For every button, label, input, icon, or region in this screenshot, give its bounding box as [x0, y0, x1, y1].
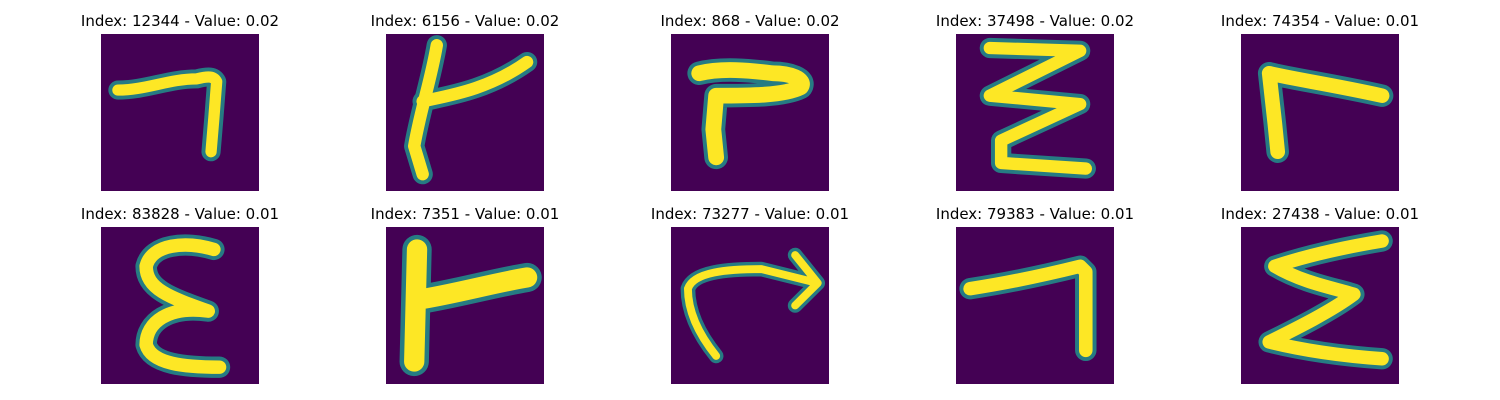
- sample-caption: Index: 6156 - Value: 0.02: [370, 12, 560, 30]
- glyph-stroke: [139, 238, 227, 374]
- sample-cell: Index: 12344 - Value: 0.02: [50, 12, 310, 202]
- glyph-stroke: [404, 239, 538, 372]
- sample-caption: Index: 73277 - Value: 0.01: [650, 205, 850, 223]
- sample-caption: Index: 83828 - Value: 0.01: [80, 205, 280, 223]
- image-background: [671, 34, 829, 191]
- image-background: [101, 34, 259, 191]
- sample-cell: Index: 74354 - Value: 0.01: [1190, 12, 1450, 202]
- sample-caption: Index: 37498 - Value: 0.02: [935, 12, 1135, 30]
- glyph-stroke: [691, 62, 810, 166]
- sample-cell: Index: 79383 - Value: 0.01: [905, 205, 1165, 395]
- sample-caption: Index: 27438 - Value: 0.01: [1220, 205, 1420, 223]
- glyph-stroke: [1261, 65, 1390, 160]
- sample-image: [1241, 227, 1399, 384]
- sample-image: [386, 227, 544, 384]
- glyph-stroke: [983, 41, 1092, 175]
- sample-caption: Index: 74354 - Value: 0.01: [1220, 12, 1420, 30]
- sample-image: [101, 34, 259, 191]
- sample-caption: Index: 7351 - Value: 0.01: [370, 205, 560, 223]
- sample-image: [671, 34, 829, 191]
- sample-image: [956, 227, 1114, 384]
- sample-image: [386, 34, 544, 191]
- sample-cell: Index: 7351 - Value: 0.01: [335, 205, 595, 395]
- sample-cell: Index: 27438 - Value: 0.01: [1190, 205, 1450, 395]
- sample-image: [956, 34, 1114, 191]
- glyph-stroke: [963, 259, 1093, 358]
- sample-cell: Index: 6156 - Value: 0.02: [335, 12, 595, 202]
- glyph-stroke: [683, 251, 822, 360]
- sample-cell: Index: 73277 - Value: 0.01: [620, 205, 880, 395]
- sample-cell: Index: 868 - Value: 0.02: [620, 12, 880, 202]
- sample-image: [101, 227, 259, 384]
- sample-caption: Index: 12344 - Value: 0.02: [80, 12, 280, 30]
- glyph-stroke: [408, 39, 534, 181]
- sample-image: [1241, 34, 1399, 191]
- glyph-stroke: [112, 71, 223, 158]
- glyph-stroke: [1262, 234, 1389, 366]
- sample-image: [671, 227, 829, 384]
- sample-caption: Index: 79383 - Value: 0.01: [935, 205, 1135, 223]
- sample-caption: Index: 868 - Value: 0.02: [660, 12, 840, 30]
- sample-cell: Index: 37498 - Value: 0.02: [905, 12, 1165, 202]
- sample-cell: Index: 83828 - Value: 0.01: [50, 205, 310, 395]
